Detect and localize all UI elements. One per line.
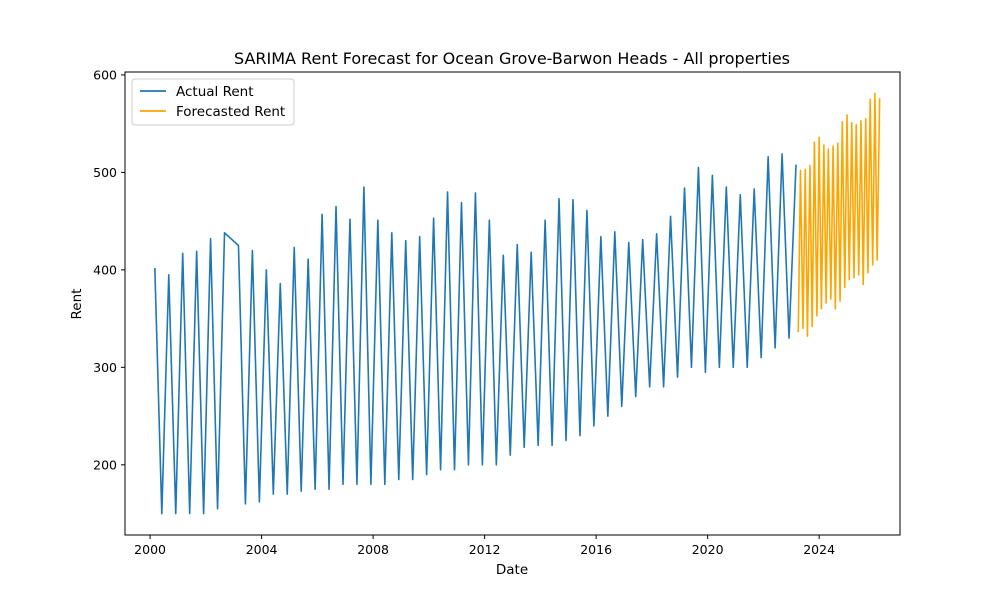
y-tick-label: 400 [93,262,117,277]
y-tick-label: 600 [93,67,117,82]
legend-box [131,78,295,126]
y-tick-label: 300 [93,360,117,375]
series-layer [154,92,881,515]
chart-title: SARIMA Rent Forecast for Ocean Grove-Bar… [234,49,790,68]
series-line-actual-rent [154,153,797,515]
x-axis-label: Date [496,562,528,578]
x-tick-label: 2000 [134,542,166,557]
y-tick-label: 200 [93,457,117,472]
y-axis: 200 300 400 500 600 [93,67,125,472]
plot-frame [124,71,901,536]
x-tick-label: 2004 [246,542,278,557]
x-tick-label: 2008 [357,542,389,557]
y-tick-label: 500 [93,165,117,180]
legend: Actual Rent Forecasted Rent [131,78,295,126]
x-tick-label: 2020 [692,542,724,557]
x-tick-label: 2016 [580,542,612,557]
series-line-forecasted-rent [797,92,881,337]
legend-label: Actual Rent [176,84,254,100]
y-axis-label: Rent [69,289,85,320]
legend-label: Forecasted Rent [176,104,285,120]
x-tick-label: 2012 [469,542,501,557]
x-tick-label: 2024 [803,542,835,557]
x-axis: 2000 2004 2008 2012 2016 2020 2024 [134,535,835,557]
